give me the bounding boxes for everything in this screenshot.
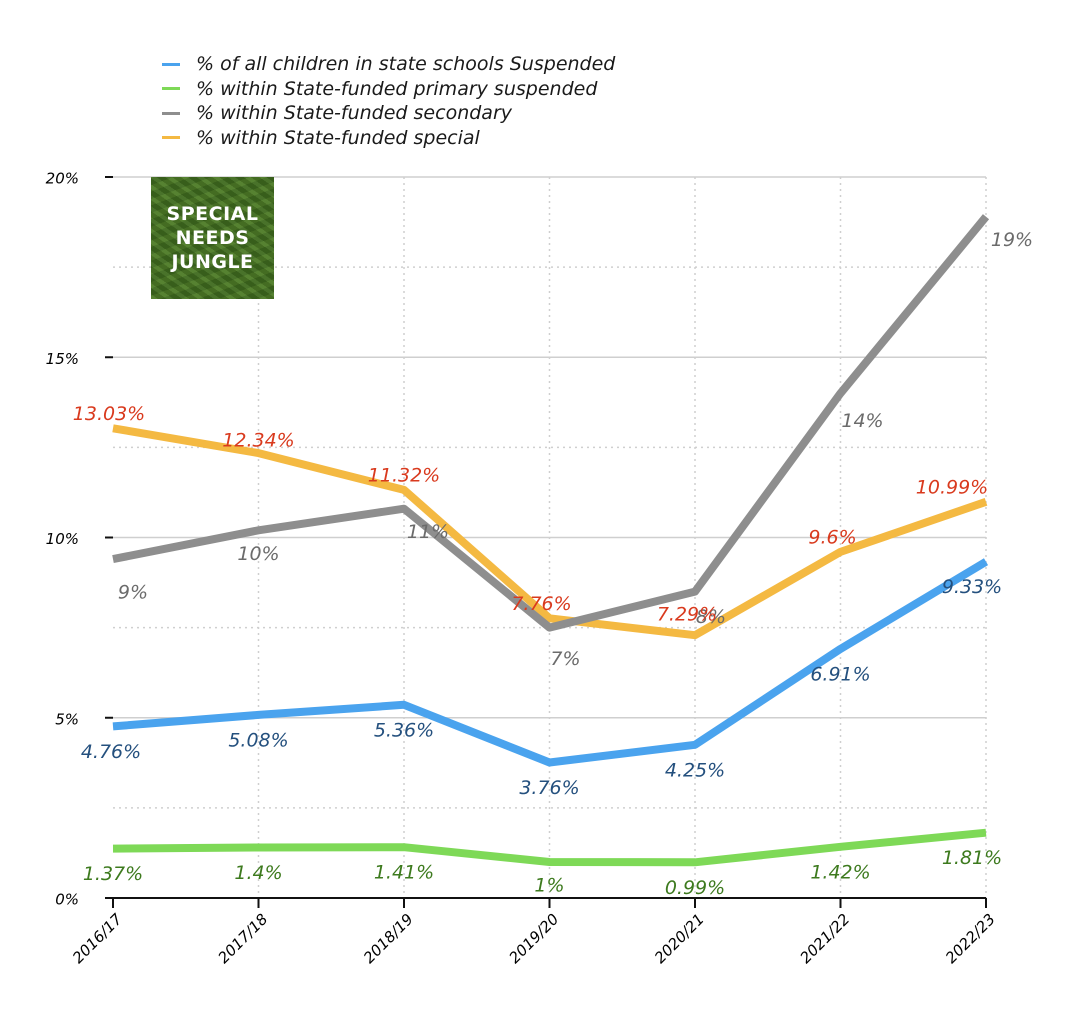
- legend-label-special: % within State-funded special: [196, 126, 480, 149]
- data-label-s3-6: 10.99%: [916, 476, 988, 498]
- data-label-s3-0: 13.03%: [73, 403, 145, 425]
- y-tick-label: 15%: [46, 350, 79, 368]
- series-line-0: [112, 558, 989, 767]
- x-tick-label: 2018/19: [360, 910, 417, 967]
- series-line-1: [112, 828, 987, 867]
- data-label-s0-4: 4.25%: [665, 759, 725, 781]
- data-label-s2-5: 14%: [841, 410, 883, 432]
- data-label-s3-3: 7.76%: [511, 593, 571, 615]
- data-label-s2-2: 11%: [407, 521, 449, 543]
- y-tick-label: 0%: [55, 891, 79, 909]
- x-tick-label: 2017/18: [215, 910, 272, 967]
- data-label-s2-3: 7%: [550, 648, 580, 670]
- data-label-s3-1: 12.34%: [222, 430, 294, 452]
- x-tick-label: 2016/17: [69, 910, 126, 967]
- series-line-3: [112, 424, 988, 640]
- data-label-s2-4: 8%: [696, 606, 726, 628]
- special-needs-jungle-logo: SPECIAL NEEDS JUNGLE: [151, 177, 274, 299]
- legend-swatch-primary: [162, 87, 180, 91]
- legend: % of all children in state schools Suspe…: [162, 52, 615, 150]
- data-label-s2-6: 19%: [991, 229, 1033, 251]
- data-label-s3-5: 9.6%: [808, 526, 856, 548]
- data-label-s0-5: 6.91%: [810, 663, 870, 685]
- data-label-s0-2: 5.36%: [374, 719, 434, 741]
- legend-label-all-children: % of all children in state schools Suspe…: [196, 53, 616, 75]
- data-label-s1-6: 1.81%: [942, 847, 1002, 869]
- data-label-s1-2: 1.41%: [374, 862, 434, 884]
- y-tick-label: 20%: [46, 170, 79, 188]
- legend-swatch-special: [162, 136, 180, 140]
- series-line-2: [112, 214, 990, 632]
- x-tick-label: 2020/21: [651, 910, 708, 967]
- data-label-s0-3: 3.76%: [519, 777, 579, 799]
- data-label-s0-0: 4.76%: [81, 741, 141, 763]
- data-label-s1-4: 0.99%: [665, 877, 725, 899]
- legend-item-special: % within State-funded special: [162, 126, 615, 151]
- legend-label-primary: % within State-funded primary suspended: [196, 77, 598, 100]
- legend-label-secondary: % within State-funded secondary: [196, 102, 512, 124]
- data-label-s3-2: 11.32%: [368, 464, 440, 486]
- legend-item-all-children: % of all children in state schools Suspe…: [162, 52, 615, 77]
- logo-line-1: SPECIAL: [166, 203, 259, 225]
- data-label-s2-1: 10%: [237, 543, 279, 565]
- data-label-s1-3: 1%: [534, 874, 564, 896]
- legend-item-primary: % within State-funded primary suspended: [162, 77, 615, 102]
- logo-line-3: JUNGLE: [171, 251, 254, 273]
- data-label-s3-4: 7.29%: [657, 604, 717, 626]
- x-tick-label: 2022/23: [942, 910, 999, 967]
- data-label-s0-1: 5.08%: [228, 729, 288, 751]
- data-label-s2-0: 9%: [118, 582, 148, 604]
- data-label-s0-6: 9.33%: [942, 576, 1002, 598]
- legend-swatch-secondary: [162, 111, 180, 115]
- logo-line-2: NEEDS: [175, 227, 250, 249]
- y-tick-label: 10%: [46, 530, 79, 548]
- data-label-s1-5: 1.42%: [810, 861, 870, 883]
- y-tick-label: 5%: [55, 710, 79, 728]
- x-tick-label: 2021/22: [797, 910, 854, 967]
- legend-swatch-all-children: [162, 62, 180, 66]
- data-label-s1-0: 1.37%: [83, 863, 143, 885]
- x-tick-label: 2019/20: [506, 910, 563, 967]
- data-label-s1-1: 1.4%: [234, 862, 282, 884]
- legend-item-secondary: % within State-funded secondary: [162, 101, 615, 126]
